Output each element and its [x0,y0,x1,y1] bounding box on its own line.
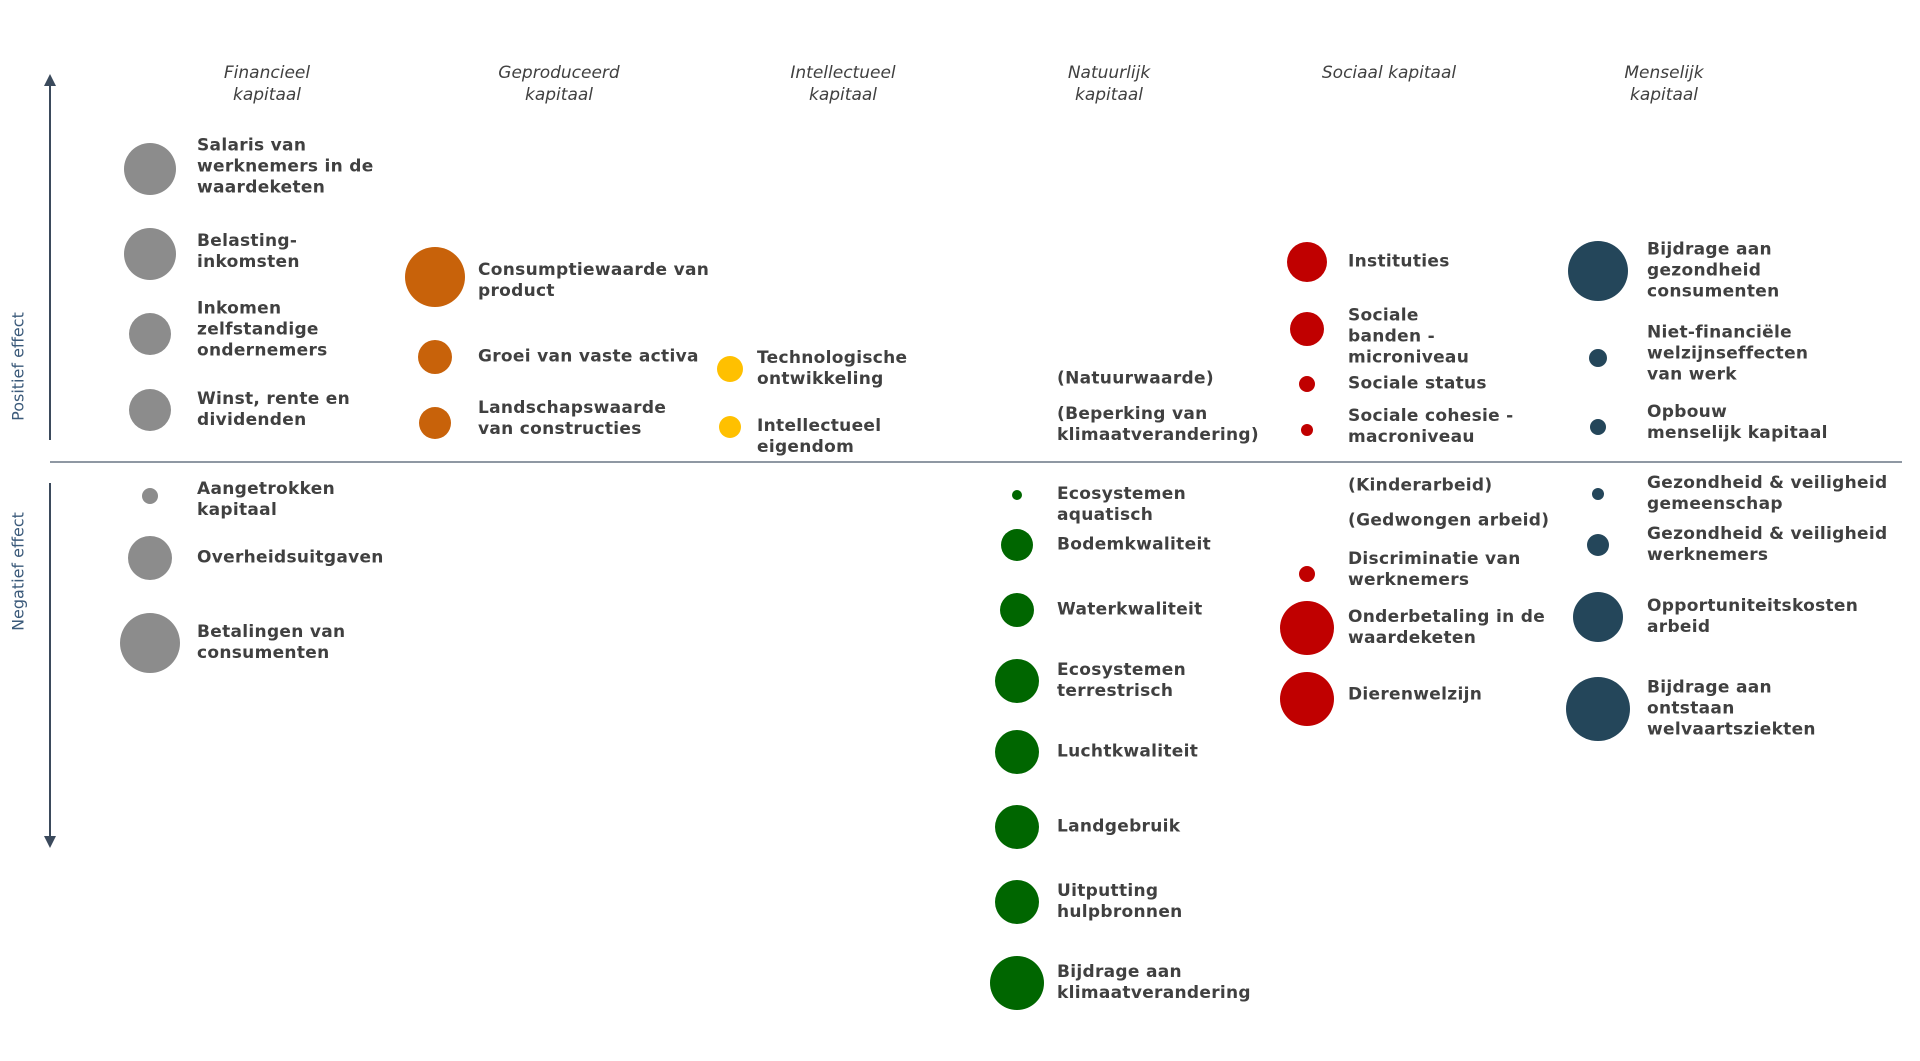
bubble-menselijk [1568,241,1628,301]
bubble-financieel [124,143,176,195]
item-label: Uitputting hulpbronnen [1057,881,1183,922]
item-label: Sociale status [1348,373,1487,394]
item-label: Belasting- inkomsten [197,231,300,272]
bubble-natuurlijk [1001,529,1033,561]
bubble-menselijk [1587,534,1609,556]
zero-divider-line [50,461,1902,463]
item-label: Dierenwelzijn [1348,684,1483,705]
bubble-menselijk [1573,592,1623,642]
column-header-sociaal: Sociaal kapitaal [1321,63,1457,83]
item-label: Bodemkwaliteit [1057,534,1211,555]
bubble-intellectueel [717,356,743,382]
bubble-intellectueel [719,416,741,438]
bubble-natuurlijk [995,659,1039,703]
item-label: (Gedwongen arbeid) [1348,510,1550,531]
bubble-sociaal [1287,242,1327,282]
item-label: Onderbetaling in de waardeketen [1348,607,1546,648]
item-label: Sociale banden - microniveau [1348,305,1470,368]
item-label: Ecosystemen aquatisch [1057,484,1186,525]
bubble-sociaal [1280,601,1334,655]
item-label: Inkomen zelfstandige ondernemers [197,298,328,361]
item-label: Gezondheid & veiligheid gemeenschap [1647,473,1888,514]
bubble-geproduceerd [419,407,451,439]
item-label: Aangetrokken kapitaal [197,479,336,520]
item-label: (Kinderarbeid) [1348,475,1493,496]
column-header-intellectueel: Intellectueel kapitaal [790,63,896,105]
item-label: Bijdrage aan gezondheid consumenten [1647,239,1780,302]
item-label: Winst, rente en dividenden [197,389,351,430]
bubble-natuurlijk [1012,490,1022,500]
arrow-up-icon [44,74,56,86]
bubble-menselijk [1592,488,1604,500]
bubble-natuurlijk [990,956,1044,1010]
bubble-natuurlijk [995,805,1039,849]
item-label: Niet-financiële welzijnseffecten van wer… [1647,322,1809,385]
arrow-down-icon [44,836,56,848]
bubble-geproduceerd [418,340,452,374]
column-header-financieel: Financieel kapitaal [223,63,311,105]
positive-effect-label: Positief effect [8,312,28,421]
column-header-geproduceerd: Geproduceerd kapitaal [498,63,620,105]
column-header-menselijk: Menselijk kapitaal [1624,63,1704,105]
item-label: Luchtkwaliteit [1057,741,1199,762]
item-label: Consumptiewaarde van product [478,260,710,301]
item-label: Gezondheid & veiligheid werknemers [1647,524,1888,565]
bubble-financieel [129,389,171,431]
bubble-financieel [128,536,172,580]
item-label: (Beperking van klimaatverandering) [1057,404,1259,445]
bubble-sociaal [1299,566,1315,582]
bubble-natuurlijk [995,730,1039,774]
item-label: Betalingen van consumenten [197,622,346,663]
bubble-menselijk [1590,419,1606,435]
bubble-sociaal [1301,424,1313,436]
bubble-natuurlijk [1000,593,1034,627]
item-label: Landschapswaarde van constructies [478,398,667,439]
item-label: Ecosystemen terrestrisch [1057,660,1186,701]
item-label: Bijdrage aan klimaatverandering [1057,962,1251,1003]
item-label: Discriminatie van werknemers [1348,549,1521,590]
item-label: Groei van vaste activa [478,346,699,367]
column-header-natuurlijk: Natuurlijk kapitaal [1067,63,1151,105]
bubble-geproduceerd [405,247,465,307]
negative-effect-label: Negatief effect [8,512,28,631]
item-label: Sociale cohesie - macroniveau [1348,406,1514,447]
item-label: Bijdrage aan ontstaan welvaartsziekten [1647,677,1816,740]
item-label: Intellectueel eigendom [757,416,882,457]
bubble-menselijk [1589,349,1607,367]
bubble-financieel [120,613,180,673]
item-label: Waterkwaliteit [1057,599,1203,620]
positive-axis-line [49,80,51,440]
item-label: Opportuniteitskosten arbeid [1647,596,1859,637]
bubble-natuurlijk [995,880,1039,924]
bubble-financieel [124,228,176,280]
bubble-financieel [142,488,158,504]
item-label: Salaris van werknemers in de waardeketen [197,135,374,198]
bubble-menselijk [1566,677,1630,741]
item-label: Technologische ontwikkeling [757,348,908,389]
item-label: Opbouw menselijk kapitaal [1647,402,1828,443]
bubble-financieel [129,313,171,355]
item-label: Overheidsuitgaven [197,547,384,568]
item-label: Instituties [1348,251,1450,272]
item-label: Landgebruik [1057,816,1181,837]
bubble-sociaal [1299,376,1315,392]
bubble-sociaal [1290,312,1324,346]
item-label: (Natuurwaarde) [1057,368,1214,389]
negative-axis-line [49,483,51,839]
bubble-sociaal [1280,672,1334,726]
